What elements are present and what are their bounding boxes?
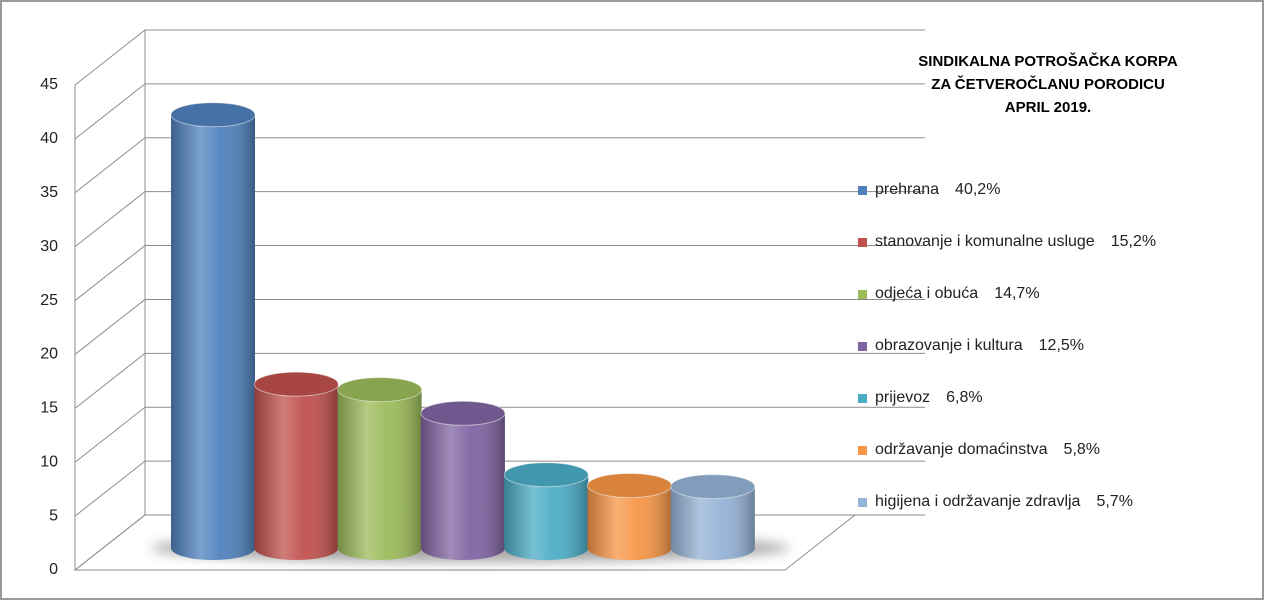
bar-shade — [171, 114, 255, 560]
bar-top-shade — [670, 474, 755, 499]
legend-label: prehrana — [875, 181, 939, 198]
grid-line — [74, 514, 146, 571]
bar-top-shade — [254, 372, 339, 397]
grid-line — [74, 460, 146, 517]
legend-label: prijevoz — [875, 389, 930, 406]
y-tick-label: 20 — [40, 346, 58, 363]
bar-top — [170, 102, 256, 128]
bar-top — [503, 462, 589, 488]
bar-top-shade — [504, 462, 589, 487]
legend-value: 6,8% — [946, 389, 982, 406]
chart-title: ZA ČETVEROČLANU PORODICU — [931, 75, 1165, 93]
bar-shade — [587, 485, 672, 560]
bar-shade — [254, 384, 339, 560]
grid-line — [74, 83, 146, 140]
legend-swatch — [858, 498, 867, 507]
grid-line — [74, 245, 146, 301]
legend-swatch — [858, 186, 867, 195]
bar-shade — [504, 474, 589, 560]
bar-shade — [420, 413, 505, 560]
legend-entry: održavanje domaćinstva 5,8% — [875, 441, 1100, 458]
bar-top — [670, 474, 756, 500]
chart-title: APRIL 2019. — [1005, 99, 1091, 116]
legend-label: odjeća i obuća — [875, 285, 978, 302]
legend-value: 5,8% — [1064, 441, 1100, 458]
bar-shade — [337, 389, 422, 560]
legend-value: 40,2% — [955, 181, 1000, 198]
bar-top-shade — [420, 401, 505, 426]
legend-label: higijena i održavanje zdravlja — [875, 493, 1081, 510]
legend-value: 15,2% — [1111, 233, 1156, 250]
grid-line — [74, 299, 146, 355]
legend-swatch — [858, 446, 867, 455]
chart-title: SINDIKALNA POTROŠAČKA KORPA — [918, 52, 1178, 70]
bar-shade — [670, 486, 755, 560]
legend-entry: prehrana 40,2% — [875, 181, 1000, 198]
legend-entry: obrazovanje i kultura 12,5% — [875, 337, 1084, 354]
legend-entry: odjeća i obuća 14,7% — [875, 285, 1040, 302]
y-tick-label: 0 — [49, 561, 58, 578]
y-tick-label: 15 — [40, 400, 58, 417]
y-tick-label: 25 — [40, 292, 58, 309]
y-tick-label: 40 — [40, 130, 58, 147]
legend-label: obrazovanje i kultura — [875, 337, 1023, 354]
legend-swatch — [858, 238, 867, 247]
y-tick-label: 10 — [40, 453, 58, 470]
legend-value: 5,7% — [1096, 493, 1132, 510]
grid-line — [74, 352, 146, 409]
y-tick-label: 45 — [40, 76, 58, 93]
bar-top — [337, 377, 423, 403]
bar-top — [420, 400, 506, 426]
grid-line — [74, 191, 146, 248]
legend-label: stanovanje i komunalne usluge — [875, 233, 1095, 250]
bar-top-shade — [337, 377, 422, 402]
legend-label: održavanje domaćinstva — [875, 441, 1048, 458]
legend-entry: higijena i održavanje zdravlja 5,7% — [875, 493, 1133, 510]
legend-value: 12,5% — [1039, 337, 1084, 354]
y-tick-label: 5 — [49, 507, 58, 524]
legend-entry: stanovanje i komunalne usluge 15,2% — [875, 233, 1156, 250]
bar-top-shade — [171, 102, 255, 127]
grid-line — [74, 137, 146, 194]
legend-entry: prijevoz 6,8% — [875, 389, 983, 406]
y-tick-label: 30 — [40, 238, 58, 255]
legend-swatch — [858, 342, 867, 351]
grid-line — [74, 406, 146, 463]
bar-top — [253, 371, 339, 397]
grid-line — [74, 29, 146, 86]
legend-swatch — [858, 394, 867, 403]
y-tick-label: 35 — [40, 184, 58, 201]
bar-top-shade — [587, 473, 672, 498]
legend-value: 14,7% — [994, 285, 1039, 302]
legend-swatch — [858, 290, 867, 299]
